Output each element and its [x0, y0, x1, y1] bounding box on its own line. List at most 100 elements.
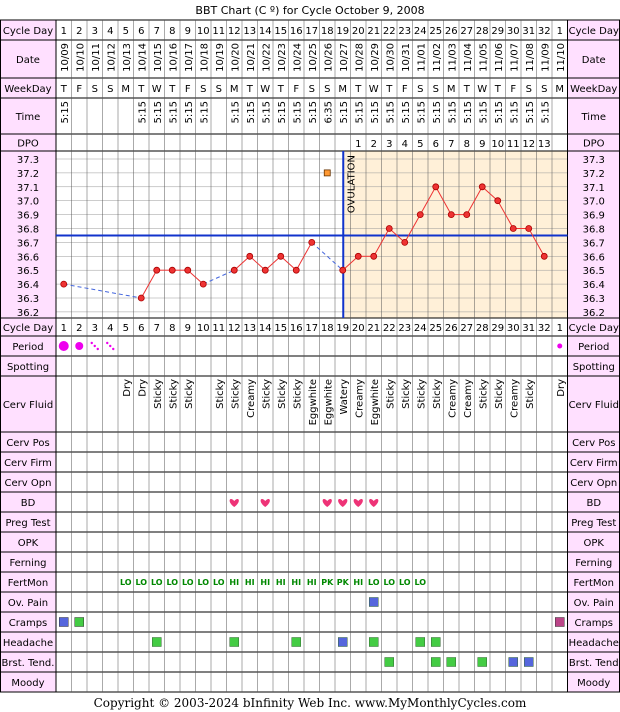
- cycle-day-number: 8: [169, 26, 175, 37]
- fertmon-reading: PK: [321, 578, 334, 587]
- cycle-day-number: 13: [243, 323, 256, 334]
- row-label-spotting: Spotting: [7, 362, 49, 373]
- period-spotting-dot: [93, 344, 96, 348]
- fertmon-reading: HI: [229, 578, 239, 587]
- headache-marker: [152, 637, 162, 647]
- date-label: 11/02: [432, 43, 443, 72]
- temp-line-segment: [388, 228, 406, 243]
- date-label: 10/29: [370, 43, 381, 72]
- time-label: 5:15: [432, 101, 443, 123]
- cerv-fluid-label: Creamy: [509, 379, 520, 418]
- date-label: 10/27: [339, 43, 350, 72]
- row-label-right-cerv_fluid: Cerv Fluid: [569, 400, 619, 411]
- time-label: 5:15: [478, 101, 489, 123]
- row-label-background: [567, 512, 620, 532]
- cycle-day-number: 30: [507, 26, 520, 37]
- temp-point: [137, 294, 145, 302]
- temp-point: [509, 225, 517, 232]
- temp-point: [230, 266, 238, 274]
- row-label-right-bd: BD: [586, 498, 601, 509]
- cycle-day-number: 8: [169, 323, 175, 334]
- dpo-number: 12: [522, 139, 535, 150]
- weekday-letter: T: [385, 84, 393, 95]
- date-label: 10/20: [230, 43, 241, 72]
- period-medium-dot: [75, 342, 84, 350]
- date-label: 10/31: [401, 43, 412, 72]
- cycle-day-number: 22: [383, 26, 396, 37]
- period-spotting-dot: [112, 347, 115, 351]
- row-label-background: [567, 472, 620, 492]
- row-label-right-cerv_opn: Cerv Opn: [570, 478, 617, 489]
- y-tick-label: 36.7: [17, 238, 39, 249]
- date-label: 10/19: [215, 43, 226, 72]
- cerv-fluid-label: Creamy: [246, 379, 257, 418]
- dpo-number: 4: [402, 139, 408, 150]
- cycle-day-number: 29: [491, 26, 504, 37]
- weekday-letter: M: [121, 84, 130, 95]
- row-label-date: Date: [16, 55, 40, 66]
- row-label-right-cycle_day: Cycle Day: [569, 26, 619, 37]
- fertmon-reading: LO: [383, 578, 395, 587]
- row-label-right-headache: Headache: [569, 638, 619, 649]
- cycle-day-number: 11: [212, 323, 225, 334]
- y-tick-label: 37.1: [583, 183, 605, 194]
- weekday-letter: S: [309, 84, 315, 95]
- row-label-right-spotting: Spotting: [573, 362, 615, 373]
- weekday-letter: F: [185, 84, 191, 95]
- temp-point: [463, 211, 471, 219]
- fertmon-reading: HI: [307, 578, 317, 587]
- row-label-background: [0, 492, 56, 512]
- weekday-letter: S: [92, 84, 98, 95]
- row-label-cerv_firm: Cerv Firm: [4, 458, 52, 469]
- cycle-day-number: 29: [491, 323, 504, 334]
- y-tick-label: 37.3: [17, 155, 39, 166]
- date-label: 10/09: [60, 43, 71, 72]
- row-label-background: [0, 572, 56, 592]
- cerv-fluid-label: Sticky: [525, 379, 536, 409]
- row-label-ov_pain: Ov. Pain: [8, 598, 48, 609]
- row-label-cerv_pos: Cerv Pos: [6, 438, 49, 449]
- temp-line-segment: [187, 269, 204, 285]
- y-tick-label: 36.3: [17, 294, 39, 305]
- temp-line-segment: [435, 186, 452, 215]
- y-tick-label: 36.8: [17, 225, 39, 236]
- time-label: 5:15: [60, 101, 71, 123]
- temp-line-segment: [342, 255, 359, 271]
- temp-line-segment: [233, 255, 251, 271]
- time-label: 5:15: [153, 101, 164, 123]
- cerv-fluid-label: Sticky: [416, 379, 427, 409]
- row-label-brst_tend: Brst. Tend.: [2, 658, 55, 669]
- temp-point: [432, 183, 440, 191]
- cycle-day-number: 6: [138, 26, 144, 37]
- cycle-day-number: 28: [476, 26, 489, 37]
- y-tick-label: 36.5: [17, 266, 39, 277]
- cerv-fluid-label: Sticky: [292, 379, 303, 409]
- time-label: 5:15: [168, 101, 179, 123]
- cycle-day-number: 17: [305, 323, 318, 334]
- fertmon-reading: HI: [291, 578, 301, 587]
- row-label-right-cramps: Cramps: [574, 618, 613, 629]
- time-label: 5:15: [277, 101, 288, 123]
- weekday-letter: T: [60, 84, 68, 95]
- row-label-opk: OPK: [18, 538, 39, 549]
- weekday-letter: T: [168, 84, 176, 95]
- cycle-day-number: 23: [398, 26, 411, 37]
- row-label-right-period: Period: [578, 342, 609, 353]
- cycle-day-number: 26: [445, 323, 458, 334]
- row-label-background: [0, 151, 56, 318]
- row-label-background: [567, 40, 620, 78]
- temp-line-segment: [419, 186, 437, 215]
- row-label-background: [567, 452, 620, 472]
- weekday-letter: T: [277, 84, 285, 95]
- period-spotting-dot: [109, 344, 112, 348]
- row-label-cramps: Cramps: [9, 618, 48, 629]
- time-label: 5:15: [199, 101, 210, 123]
- cycle-day-number: 4: [107, 26, 113, 37]
- cerv-fluid-label: Eggwhite: [323, 379, 334, 425]
- time-label: 5:15: [540, 101, 551, 123]
- cerv-fluid-label: Watery: [339, 379, 350, 415]
- period-spotting-dot: [96, 347, 99, 351]
- weekday-letter: M: [230, 84, 239, 95]
- row-label-background: [567, 356, 620, 376]
